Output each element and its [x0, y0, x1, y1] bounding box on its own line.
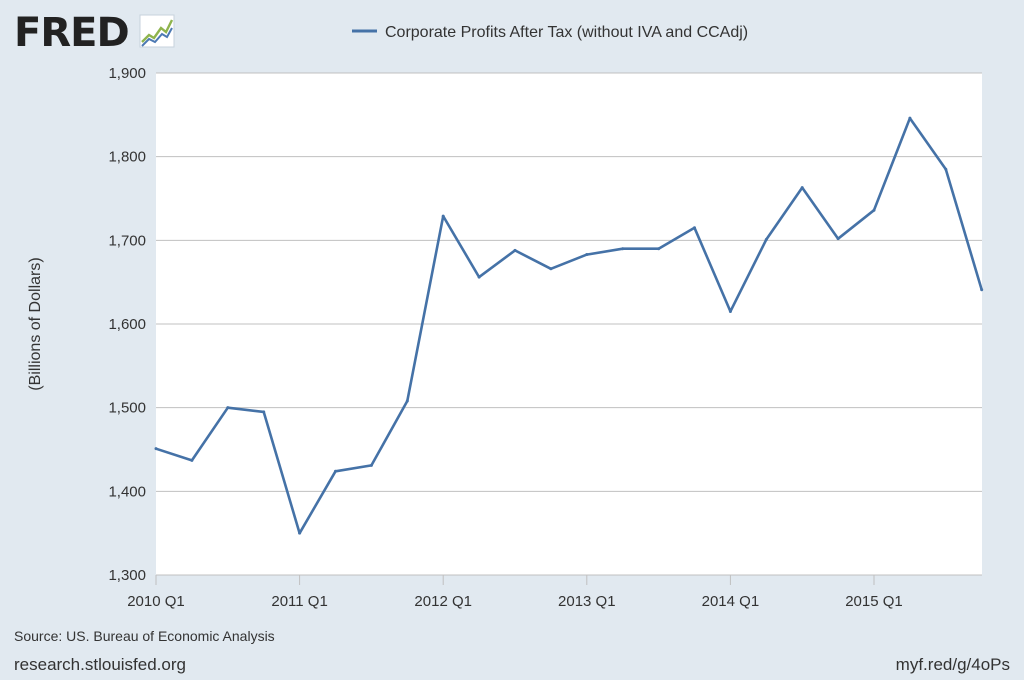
- fred-graph-icon: [139, 14, 175, 48]
- data-point: [836, 237, 840, 241]
- fred-logo: FRED: [14, 10, 175, 56]
- legend: Corporate Profits After Tax (without IVA…: [352, 24, 748, 41]
- data-point: [190, 458, 194, 462]
- data-point: [908, 116, 912, 120]
- x-tick-label: 2013 Q1: [558, 593, 616, 610]
- data-point: [477, 275, 481, 279]
- data-point: [764, 237, 768, 241]
- x-tick-label: 2015 Q1: [845, 593, 903, 610]
- y-tick-label: 1,600: [108, 316, 146, 333]
- y-tick-label: 1,800: [108, 149, 146, 166]
- data-point: [513, 248, 517, 252]
- data-point: [226, 406, 230, 410]
- legend-label: Corporate Profits After Tax (without IVA…: [385, 24, 748, 41]
- x-tick-label: 2014 Q1: [702, 593, 760, 610]
- data-point: [549, 267, 553, 271]
- y-axis-label: (Billions of Dollars): [27, 257, 44, 390]
- short-url-link[interactable]: myf.red/g/4oPs: [895, 655, 1010, 674]
- x-tick-label: 2010 Q1: [127, 593, 185, 610]
- data-point: [262, 410, 266, 414]
- y-tick-label: 1,500: [108, 400, 146, 417]
- gridlines: [156, 72, 982, 576]
- data-points: [154, 116, 984, 535]
- source-note: Source: US. Bureau of Economic Analysis: [14, 628, 275, 644]
- y-tick-label: 1,900: [108, 65, 146, 82]
- x-axis-ticks: 2010 Q1 2011 Q1 2012 Q1 2013 Q1 2014 Q1 2015 …: [127, 575, 903, 610]
- data-point: [585, 253, 589, 257]
- data-point: [657, 247, 661, 251]
- y-axis-ticks: 1,300 1,400 1,500 1,600 1,700 1,800 1,900: [108, 65, 146, 584]
- data-point: [154, 447, 158, 451]
- data-point: [872, 208, 876, 212]
- data-point: [334, 469, 337, 473]
- data-point: [621, 247, 625, 251]
- y-tick-label: 1,400: [108, 483, 146, 500]
- data-point: [728, 309, 732, 313]
- y-tick-label: 1,700: [108, 232, 146, 249]
- data-point: [298, 531, 302, 535]
- y-tick-label: 1,300: [108, 567, 146, 584]
- fred-logo-text: FRED: [14, 10, 129, 56]
- x-tick-label: 2011 Q1: [271, 593, 327, 610]
- data-point: [944, 167, 948, 171]
- data-point: [980, 288, 984, 292]
- site-link[interactable]: research.stlouisfed.org: [14, 655, 186, 674]
- x-tick-label: 2012 Q1: [414, 593, 472, 610]
- data-point: [693, 226, 696, 230]
- data-point: [369, 463, 373, 467]
- data-point: [441, 214, 445, 218]
- data-point: [800, 186, 804, 190]
- series-line: [155, 116, 983, 535]
- data-point: [405, 399, 409, 403]
